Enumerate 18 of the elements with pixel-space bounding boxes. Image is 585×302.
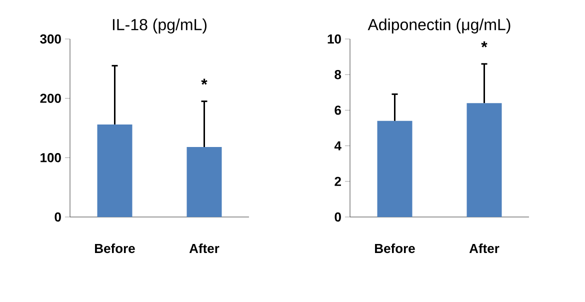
x-tick-label: After [469,244,500,254]
y-tick-label: 2 [334,176,341,186]
x-tick-label: Before [95,244,135,254]
y-tick-label: 0 [334,212,341,222]
x-tick-label: Before [375,244,415,254]
y-tick-label: 6 [334,106,342,115]
y-tick-label: 300 [40,34,61,44]
y-tick-label: 10 [328,34,341,44]
y-tick-label: 100 [40,153,61,162]
chart-title: Adiponectin (μg/mL) [368,18,510,34]
chart-title: IL-18 (pg/mL) [112,18,206,34]
annotation: * [481,41,488,48]
annotation: * [201,78,208,85]
x-tick-label: After [189,244,220,254]
y-tick-label: 4 [334,141,342,150]
y-tick-label: 8 [334,70,342,80]
y-tick-label: 200 [40,94,61,103]
y-tick-label: 0 [54,212,61,222]
